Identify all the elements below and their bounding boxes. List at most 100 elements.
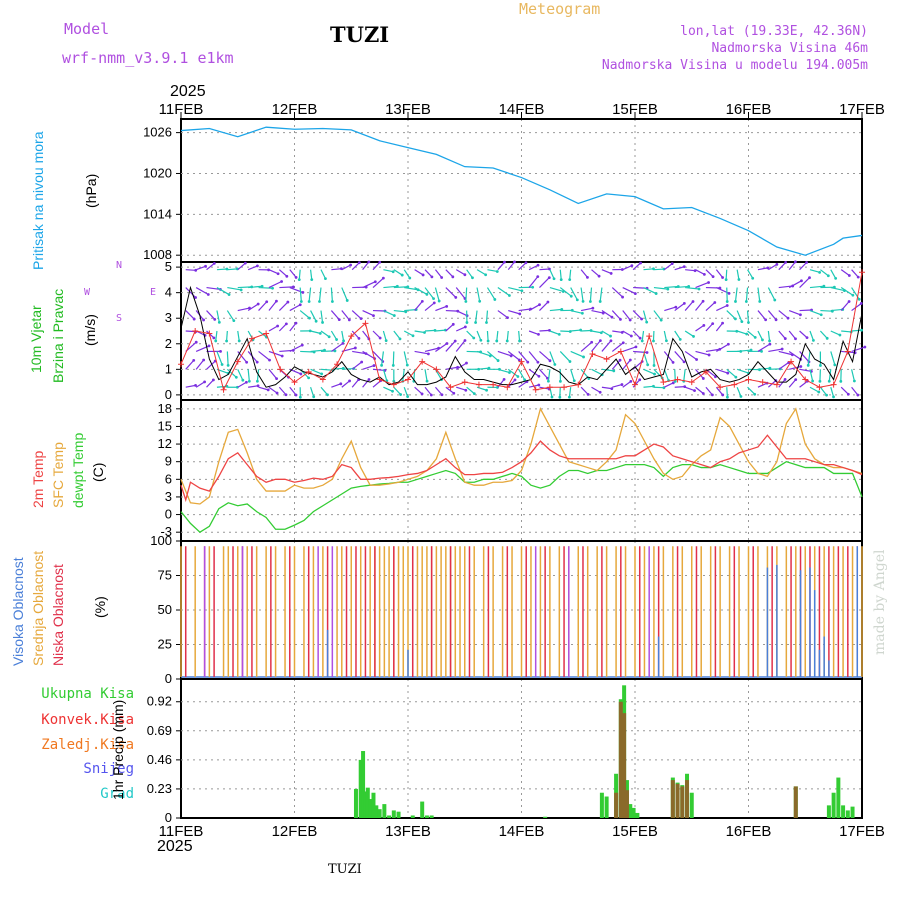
wind-arrow-head bbox=[373, 280, 377, 284]
wind-arrow-head bbox=[652, 339, 655, 343]
wind-direction-arrow bbox=[528, 368, 540, 377]
wind-gust-point bbox=[192, 328, 199, 334]
precip-conv-bar bbox=[793, 786, 798, 818]
y-tick-label: 9 bbox=[165, 454, 172, 469]
wind-arrow-head bbox=[437, 299, 441, 303]
wind-arrow-head bbox=[380, 363, 384, 367]
wind-arrow-head bbox=[701, 377, 705, 380]
wind-direction-arrow bbox=[268, 280, 282, 289]
wind-direction-arrow bbox=[247, 303, 259, 312]
wind-direction-arrow bbox=[424, 269, 433, 278]
wind-arrow-head bbox=[372, 364, 376, 367]
wind-arrow-head bbox=[307, 300, 311, 303]
wind-gust-point bbox=[816, 384, 823, 391]
wind-direction-arrow bbox=[298, 269, 301, 280]
wind-gust-point bbox=[263, 330, 270, 337]
wind-direction-arrow bbox=[549, 286, 564, 293]
wind-direction-arrow bbox=[788, 330, 796, 340]
wind-direction-arrow bbox=[435, 305, 447, 312]
wind-gust-point bbox=[490, 381, 497, 388]
wind-gust-point bbox=[632, 381, 638, 388]
wind-direction-arrow bbox=[278, 269, 288, 277]
wind-arrow-head bbox=[297, 278, 301, 282]
wind-direction-arrow bbox=[414, 300, 423, 311]
wind-direction-arrow bbox=[185, 359, 195, 370]
wind-arrow-head bbox=[825, 393, 828, 397]
wind-direction-arrow bbox=[466, 269, 473, 279]
wind-direction-arrow bbox=[362, 379, 370, 388]
precip-total-bar bbox=[599, 792, 604, 818]
y-tick-label: 3 bbox=[165, 310, 172, 325]
wind-arrow-head bbox=[391, 270, 395, 274]
wind-direction-arrow bbox=[549, 330, 560, 335]
precip-total-bar bbox=[365, 787, 370, 818]
wind-gust-point bbox=[688, 379, 695, 386]
wind-arrow-head bbox=[702, 272, 706, 276]
wind-arrow-head bbox=[516, 375, 520, 378]
wind-arrow-head bbox=[799, 313, 802, 317]
wind-arrow-head bbox=[639, 261, 642, 265]
wind-direction-arrow bbox=[653, 268, 664, 271]
wind-direction-arrow bbox=[851, 329, 862, 332]
wind-direction-arrow bbox=[716, 368, 728, 374]
wind-direction-arrow bbox=[435, 329, 446, 332]
date-label-bottom: 11FEB bbox=[159, 823, 204, 840]
y-tick-label: 15 bbox=[158, 418, 172, 433]
wind-direction-arrow bbox=[601, 386, 612, 390]
wind-direction-arrow bbox=[674, 285, 689, 289]
dewpoint-line bbox=[180, 460, 863, 534]
wind-direction-arrow bbox=[424, 329, 436, 332]
precip-total-bar bbox=[358, 759, 363, 818]
wind-direction-arrow bbox=[695, 300, 704, 311]
wind-direction-arrow bbox=[455, 310, 468, 317]
wind-arrow-head bbox=[753, 392, 757, 396]
wind-arrow-head bbox=[758, 300, 762, 303]
wind-arrow-head bbox=[653, 372, 656, 376]
precip-total-bar bbox=[635, 812, 640, 818]
y-tick-label: 100 bbox=[150, 533, 172, 548]
wind-arrow-head bbox=[846, 392, 850, 396]
wind-direction-arrow bbox=[622, 287, 636, 295]
wind-arrow-head bbox=[275, 299, 278, 303]
wind-direction-arrow bbox=[840, 386, 849, 395]
wind-arrow-head bbox=[464, 388, 468, 392]
date-label-bottom: 17FEB bbox=[839, 823, 885, 840]
wind-arrow-head bbox=[737, 278, 741, 281]
wind-direction-arrow bbox=[455, 287, 466, 299]
wind-arrow-head bbox=[538, 303, 541, 307]
wind-direction-arrow bbox=[591, 368, 603, 376]
wind-arrow-head bbox=[805, 336, 809, 340]
wind-arrow-head bbox=[857, 297, 861, 301]
wind-direction-arrow bbox=[705, 302, 716, 311]
wind-arrow-head bbox=[695, 358, 698, 361]
y-tick-label: 3 bbox=[165, 489, 172, 504]
precip-total-bar bbox=[628, 804, 633, 818]
precip-total-bar bbox=[410, 815, 415, 818]
wind-direction-arrow bbox=[206, 330, 215, 339]
wind-arrow-head bbox=[701, 299, 705, 303]
wind-direction-arrow bbox=[247, 369, 250, 382]
wind-direction-arrow bbox=[225, 330, 228, 342]
wind-arrow-head bbox=[588, 300, 592, 303]
wind-arrow-head bbox=[839, 379, 843, 383]
y-tick-label: 0.92 bbox=[147, 694, 172, 709]
wind-gust-point bbox=[390, 381, 397, 388]
wind-direction-arrow bbox=[788, 280, 802, 289]
wind-direction-arrow bbox=[599, 287, 603, 302]
station-title: TUZI bbox=[330, 22, 390, 47]
wind-direction-arrow bbox=[318, 287, 322, 302]
wind-arrow-head bbox=[503, 260, 506, 264]
y-tick-label: -3 bbox=[160, 524, 172, 539]
wind-gust-point bbox=[447, 384, 454, 391]
wind-direction-arrow bbox=[736, 386, 742, 397]
wind-direction-arrow bbox=[445, 386, 455, 394]
wind-direction-arrow bbox=[372, 277, 384, 288]
wind-arrow-head bbox=[567, 395, 571, 399]
wind-compass-s: S bbox=[116, 313, 123, 324]
wind-direction-arrow bbox=[393, 269, 403, 276]
wind-direction-arrow bbox=[695, 368, 704, 379]
wind-direction-arrow bbox=[362, 310, 374, 317]
wind-arrow-head bbox=[586, 275, 589, 279]
temp-2m-line bbox=[180, 434, 863, 503]
wind-direction-arrow bbox=[237, 307, 250, 312]
